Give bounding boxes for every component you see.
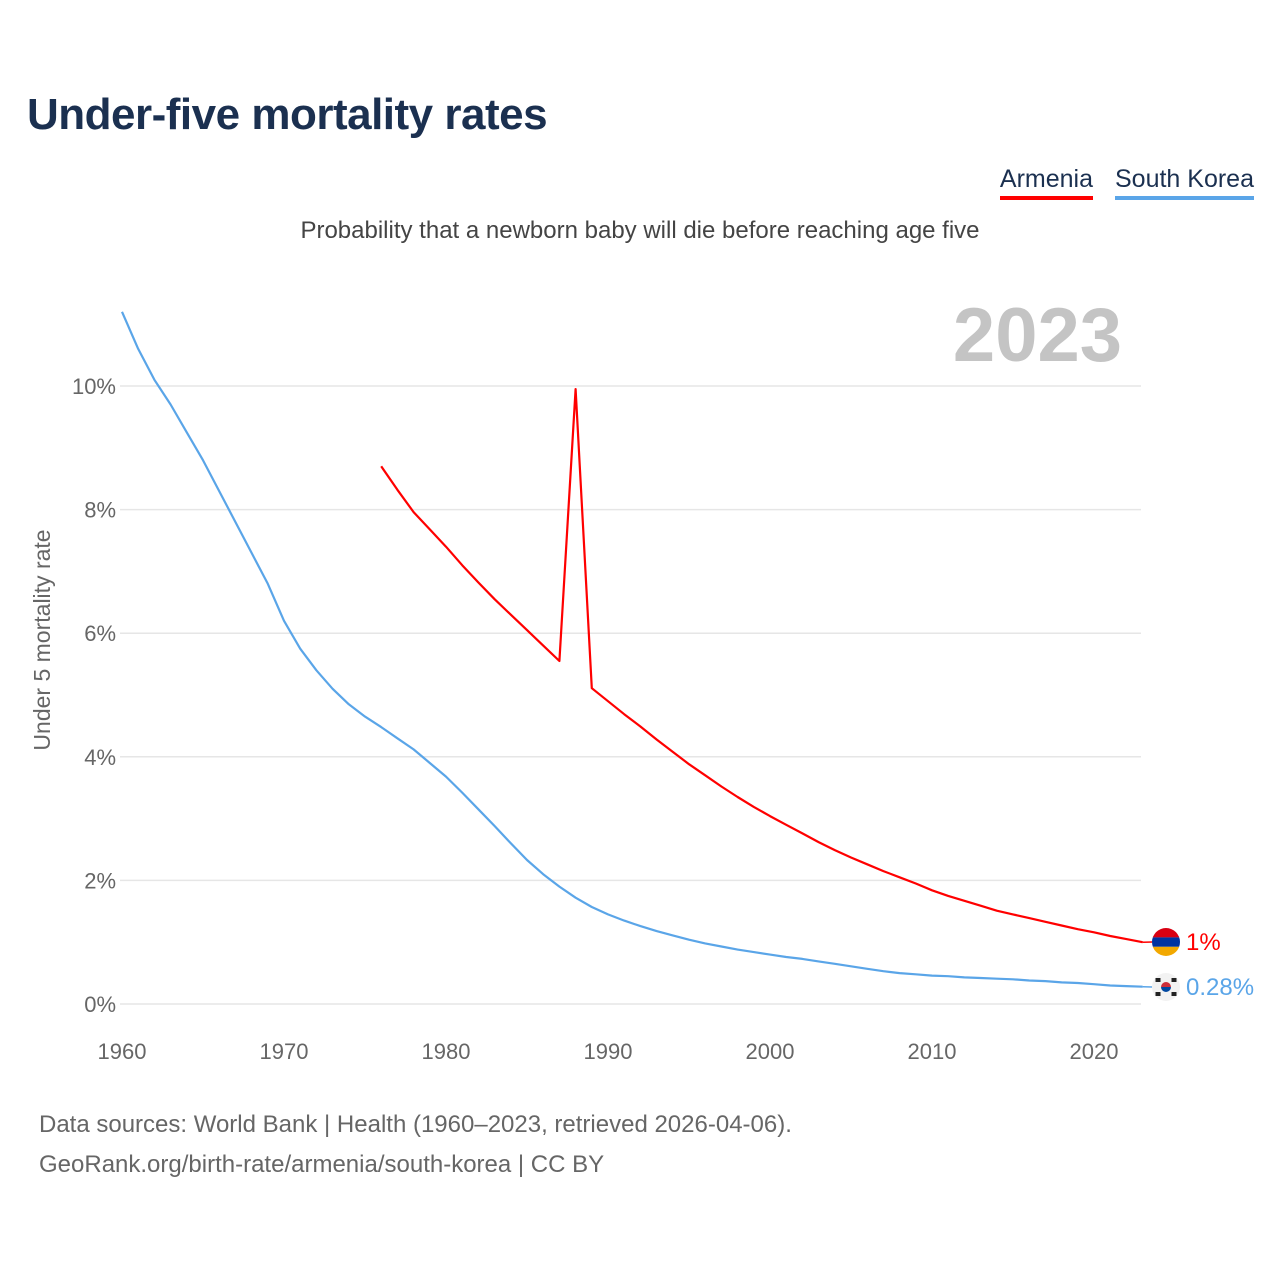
series-lines	[120, 311, 1143, 988]
legend: Armenia South Korea	[999, 165, 1254, 200]
y-axis-ticks: 0% 2% 4% 6% 8% 10%	[72, 374, 116, 1017]
armenia-flag-icon	[1152, 928, 1180, 956]
footer: Data sources: World Bank | Health (1960–…	[39, 1105, 792, 1185]
year-display: 2023	[952, 293, 1122, 378]
y-axis-label: Under 5 mortality rate	[29, 529, 55, 750]
x-tick-label: 1970	[260, 1039, 309, 1064]
data-source: Data sources: World Bank | Health (1960–…	[39, 1111, 792, 1138]
x-tick-label: 1960	[98, 1039, 147, 1064]
x-axis-ticks: 1960 1970 1980 1990 2000 2010 2020	[98, 1039, 1119, 1064]
south-korea-flag-icon	[1152, 973, 1180, 1001]
series-line-south-korea[interactable]	[120, 311, 1143, 988]
legend-item-armenia[interactable]: Armenia	[999, 165, 1093, 200]
chart-subtitle: Probability that a newborn baby will die…	[300, 217, 980, 244]
y-tick-label: 2%	[84, 868, 116, 893]
y-tick-label: 0%	[84, 992, 116, 1017]
x-tick-label: 2010	[908, 1039, 957, 1064]
end-value-label: 0.28%	[1186, 974, 1254, 1001]
y-tick-label: 8%	[84, 498, 116, 523]
y-tick-label: 4%	[84, 745, 116, 770]
x-tick-label: 2020	[1070, 1039, 1119, 1064]
end-value-label: 1%	[1186, 929, 1221, 956]
x-tick-label: 1990	[584, 1039, 633, 1064]
x-tick-label: 1980	[422, 1039, 471, 1064]
y-tick-label: 10%	[72, 374, 116, 399]
legend-item-south-korea[interactable]: South Korea	[1115, 165, 1254, 200]
gridlines	[120, 385, 1141, 1005]
x-tick-label: 2000	[746, 1039, 795, 1064]
source-link[interactable]: GeoRank.org/birth-rate/armenia/south-kor…	[39, 1151, 605, 1178]
y-tick-label: 6%	[84, 621, 116, 646]
series-line-armenia[interactable]	[380, 388, 1143, 944]
end-labels: 1% 0.28%	[1142, 928, 1254, 1001]
chart-title: Under-five mortality rates	[27, 90, 548, 139]
